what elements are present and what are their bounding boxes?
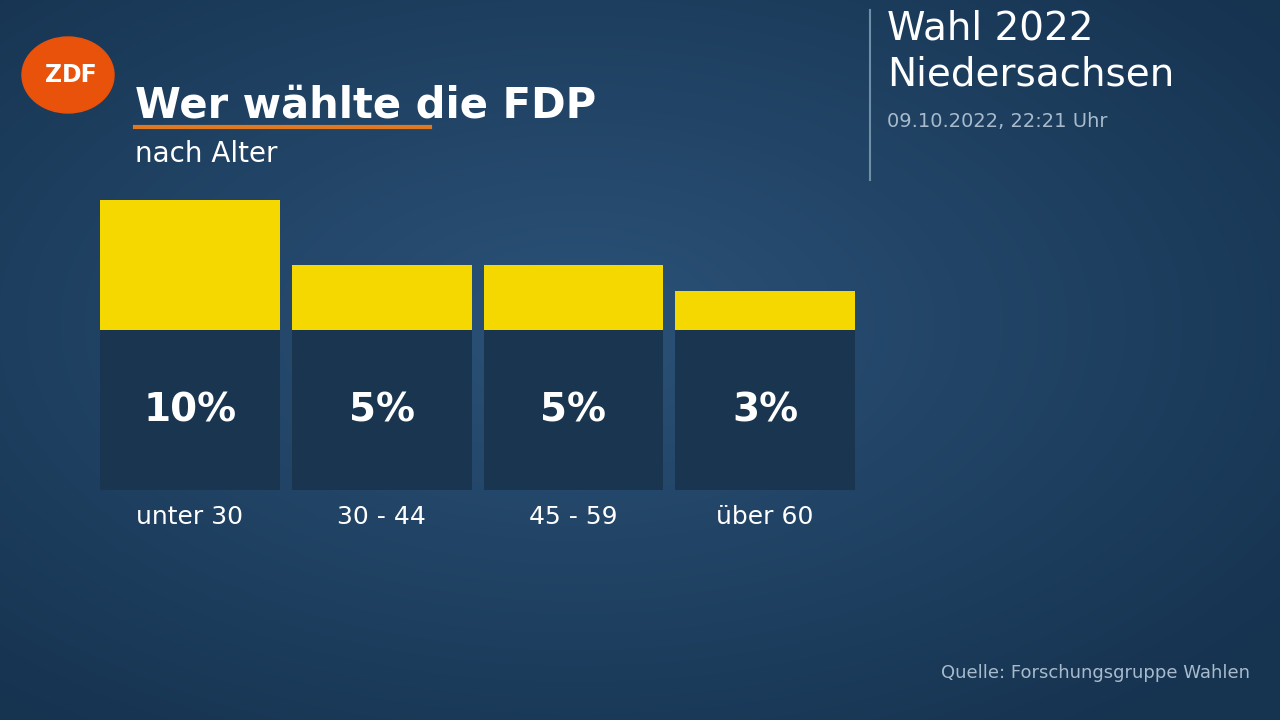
Text: Niedersachsen: Niedersachsen bbox=[887, 55, 1174, 93]
Bar bbox=[676, 291, 855, 330]
Ellipse shape bbox=[22, 37, 114, 113]
Bar bbox=[676, 330, 855, 490]
Text: DF: DF bbox=[63, 63, 97, 87]
Text: 45 - 59: 45 - 59 bbox=[529, 505, 618, 529]
Text: unter 30: unter 30 bbox=[137, 505, 243, 529]
Text: 5%: 5% bbox=[540, 391, 607, 429]
Text: 5%: 5% bbox=[348, 391, 415, 429]
Text: Z: Z bbox=[45, 63, 63, 87]
Text: nach Alter: nach Alter bbox=[134, 140, 278, 168]
Text: Wahl 2022: Wahl 2022 bbox=[887, 10, 1093, 48]
Bar bbox=[100, 330, 280, 490]
Text: 09.10.2022, 22:21 Uhr: 09.10.2022, 22:21 Uhr bbox=[887, 112, 1107, 131]
Text: 10%: 10% bbox=[143, 391, 237, 429]
Text: Quelle: Forschungsgruppe Wahlen: Quelle: Forschungsgruppe Wahlen bbox=[941, 664, 1251, 682]
Text: über 60: über 60 bbox=[717, 505, 814, 529]
Bar bbox=[292, 330, 471, 490]
Text: Wer wählte die FDP: Wer wählte die FDP bbox=[134, 85, 596, 127]
Text: 30 - 44: 30 - 44 bbox=[337, 505, 426, 529]
Bar bbox=[100, 200, 280, 330]
Bar bbox=[292, 265, 471, 330]
Bar bbox=[484, 265, 663, 330]
Bar bbox=[484, 330, 663, 490]
Text: 3%: 3% bbox=[732, 391, 799, 429]
